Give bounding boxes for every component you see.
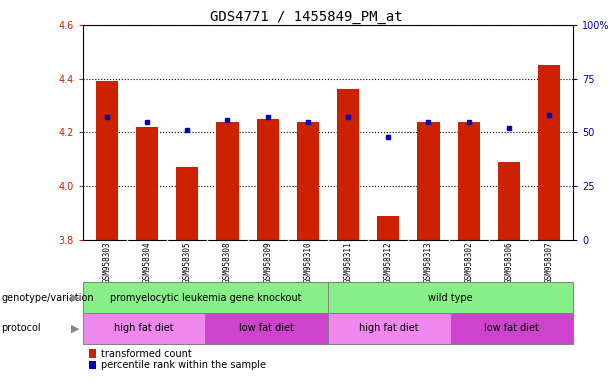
Text: protocol: protocol	[1, 323, 41, 333]
Bar	[176, 167, 199, 240]
Text: GSM958304: GSM958304	[143, 241, 151, 283]
Text: low fat diet: low fat diet	[484, 323, 539, 333]
Text: GSM958306: GSM958306	[504, 241, 513, 283]
Text: genotype/variation: genotype/variation	[1, 293, 94, 303]
Text: transformed count: transformed count	[101, 349, 192, 359]
Text: GSM958309: GSM958309	[263, 241, 272, 283]
Text: GSM958307: GSM958307	[544, 241, 554, 283]
Text: high fat diet: high fat diet	[359, 323, 419, 333]
Text: GSM958302: GSM958302	[464, 241, 473, 283]
Bar	[96, 81, 118, 240]
Bar	[377, 216, 399, 240]
Bar	[328, 282, 573, 313]
Bar	[89, 349, 96, 358]
Text: ▶: ▶	[71, 293, 80, 303]
Bar	[498, 162, 520, 240]
Bar	[83, 313, 205, 344]
Bar	[205, 313, 328, 344]
Bar	[417, 122, 440, 240]
Bar	[297, 122, 319, 240]
Bar	[257, 119, 279, 240]
Text: GSM958310: GSM958310	[303, 241, 313, 283]
Bar	[216, 122, 238, 240]
Text: promyelocytic leukemia gene knockout: promyelocytic leukemia gene knockout	[110, 293, 301, 303]
Text: high fat diet: high fat diet	[114, 323, 174, 333]
Bar	[83, 282, 328, 313]
Text: GSM958305: GSM958305	[183, 241, 192, 283]
Text: percentile rank within the sample: percentile rank within the sample	[101, 360, 266, 370]
Bar	[457, 122, 480, 240]
Text: ▶: ▶	[71, 323, 80, 333]
Bar	[538, 65, 560, 240]
Bar	[337, 89, 359, 240]
Text: GDS4771 / 1455849_PM_at: GDS4771 / 1455849_PM_at	[210, 10, 403, 23]
Text: GSM958313: GSM958313	[424, 241, 433, 283]
Text: GSM958308: GSM958308	[223, 241, 232, 283]
Bar	[328, 313, 451, 344]
Text: GSM958312: GSM958312	[384, 241, 393, 283]
Text: GSM958311: GSM958311	[343, 241, 352, 283]
Bar	[451, 313, 573, 344]
Text: GSM958303: GSM958303	[102, 241, 112, 283]
Text: low fat diet: low fat diet	[239, 323, 294, 333]
Bar	[136, 127, 158, 240]
Bar	[89, 361, 96, 369]
Text: wild type: wild type	[428, 293, 473, 303]
